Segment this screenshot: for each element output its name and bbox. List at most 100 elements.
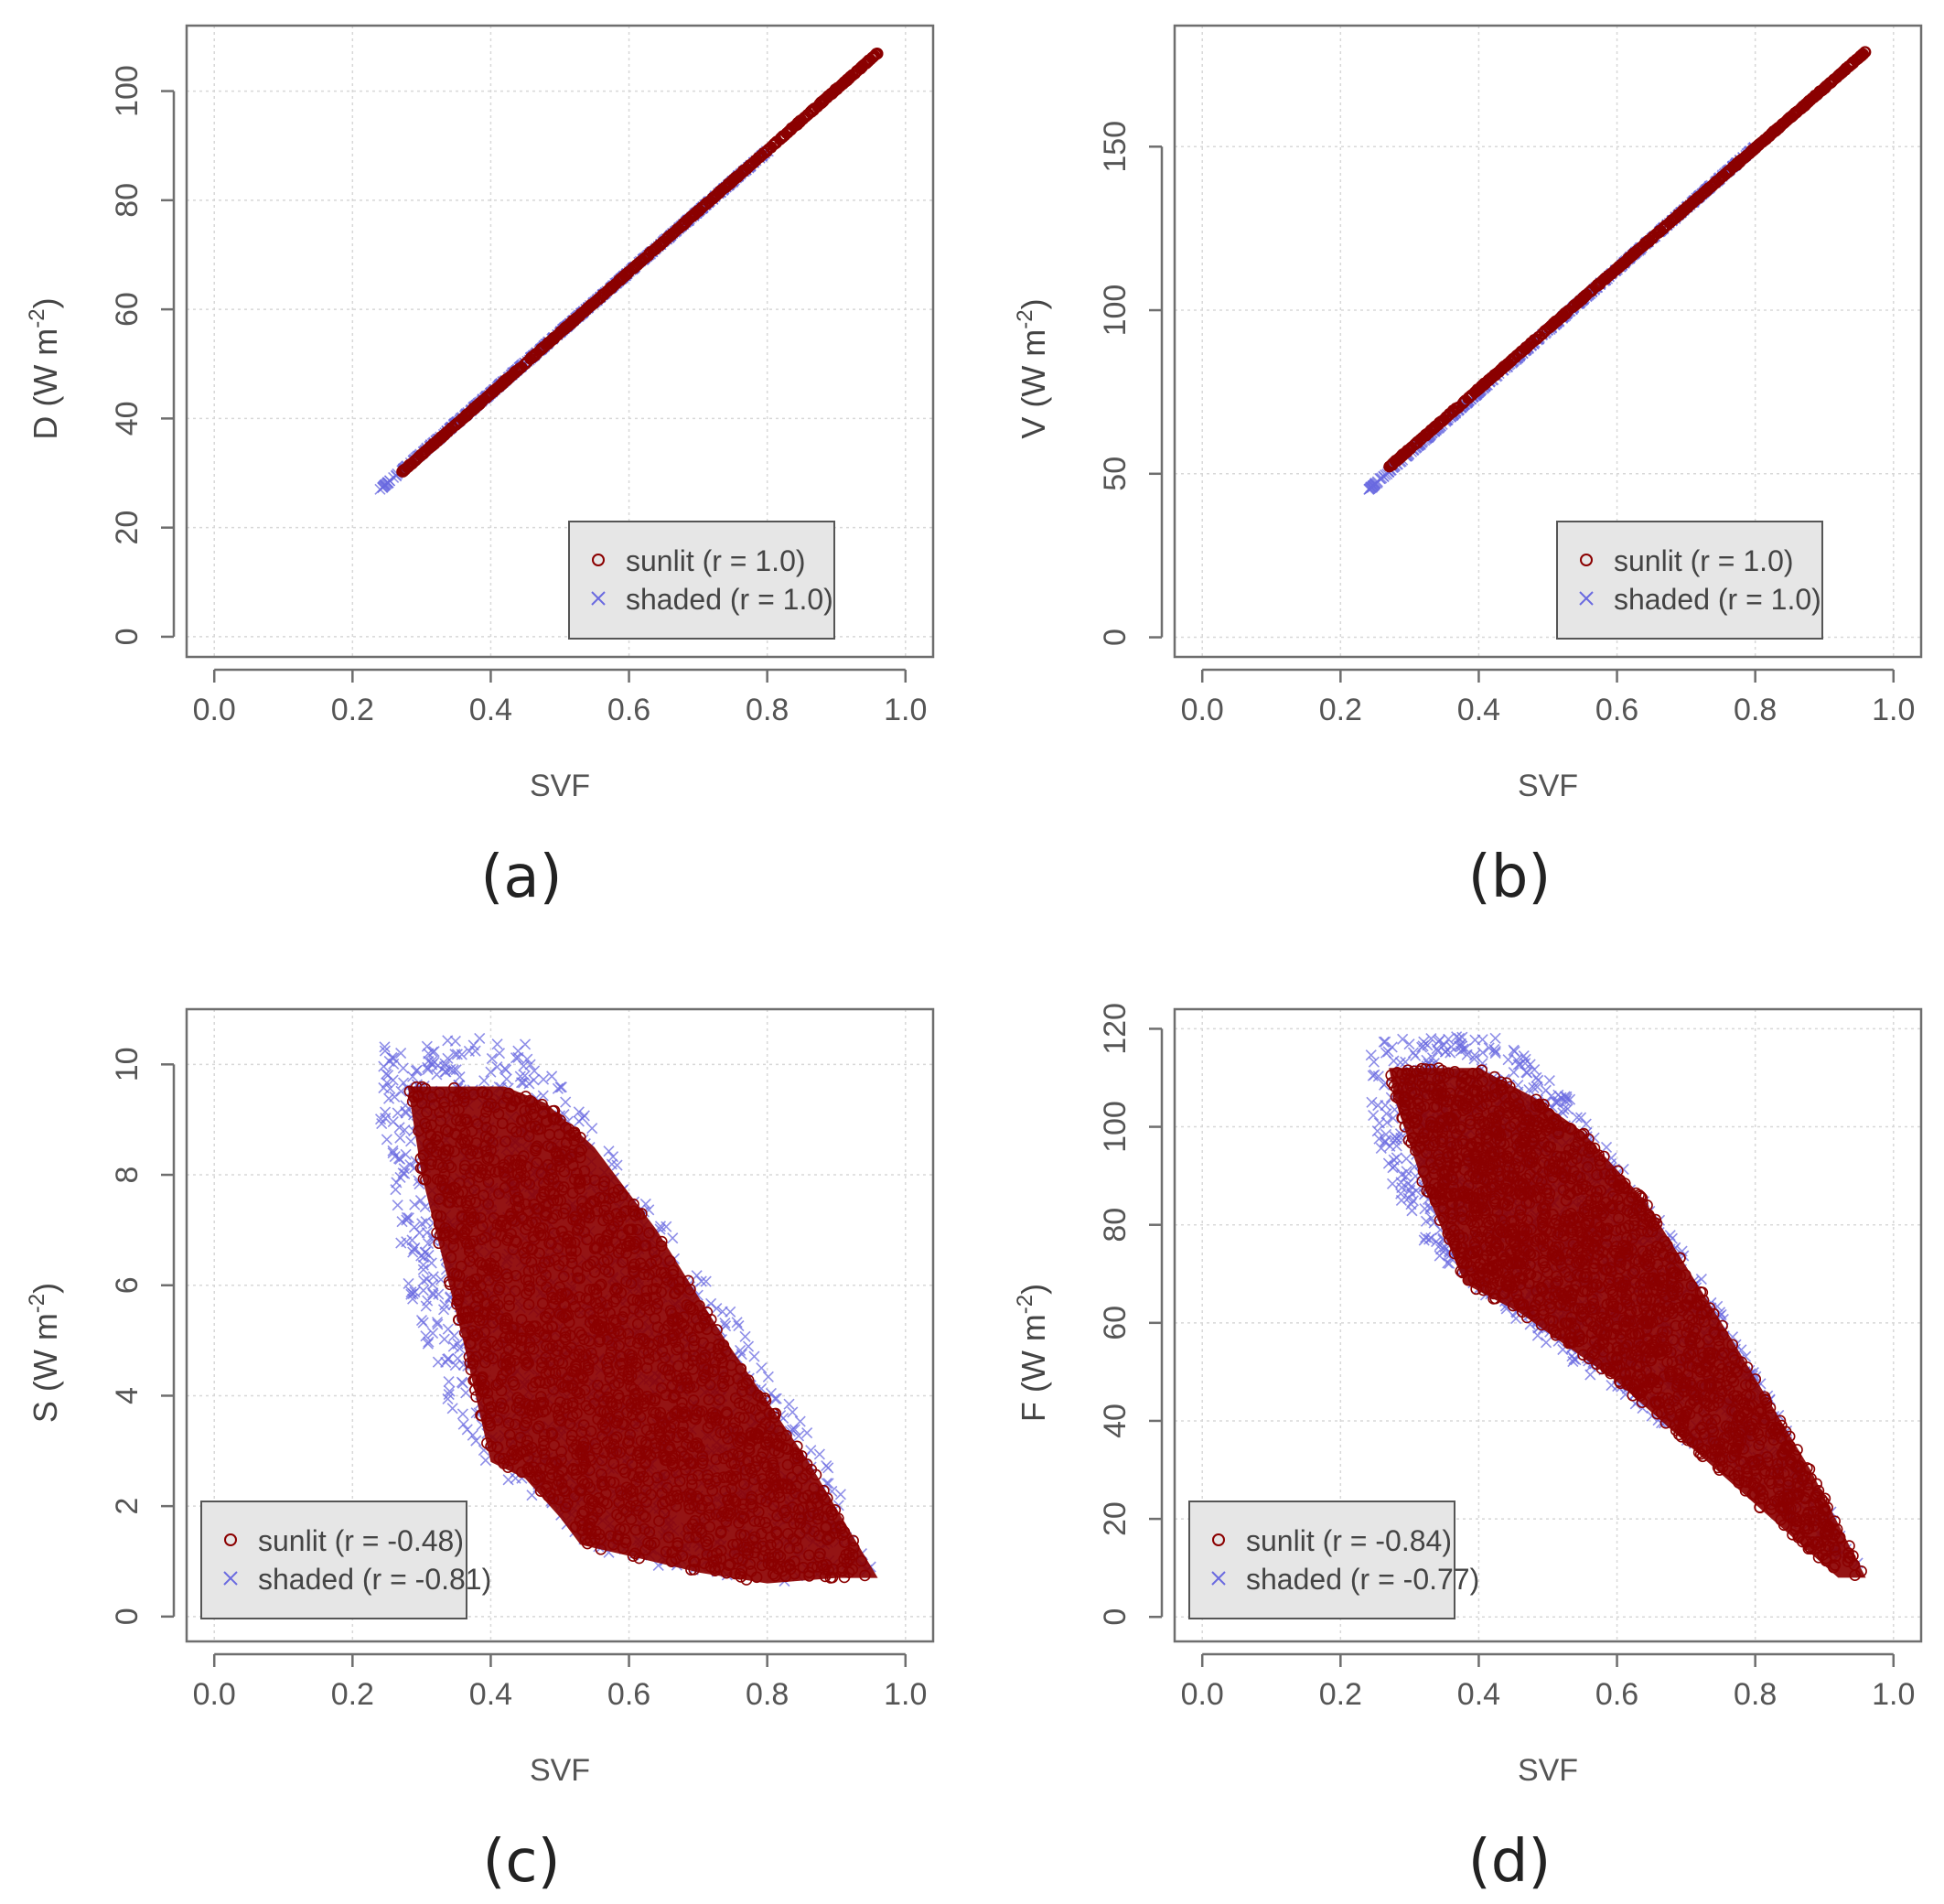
shaded-point <box>461 1424 473 1436</box>
shaded-point <box>418 1275 430 1286</box>
x-tick-label: 0.4 <box>469 693 512 727</box>
x-axis-label: SVF <box>530 769 590 803</box>
y-tick-label: 60 <box>110 292 145 327</box>
shaded-point <box>414 1227 425 1239</box>
legend-sunlit-label: sunlit (r = 1.0) <box>626 544 806 577</box>
x-tick-label: 0.6 <box>607 693 650 727</box>
legend-box <box>1556 521 1823 640</box>
x-tick-label: 0.0 <box>193 693 236 727</box>
shaded-point <box>546 1070 558 1082</box>
shaded-point <box>537 1073 550 1085</box>
shaded-point <box>478 1075 490 1087</box>
x-axis-label: SVF <box>1518 769 1578 803</box>
y-tick-label: 50 <box>1098 457 1133 491</box>
shaded-point <box>449 1035 461 1047</box>
y-tick-label: 0 <box>1098 629 1133 646</box>
y-axis-label-end: ) <box>27 297 64 308</box>
shaded-point <box>756 1362 768 1374</box>
x-axis: 0.0 0.2 0.4 0.6 0.8 1.0 SVF <box>1181 668 1915 803</box>
shaded-point <box>762 1371 774 1382</box>
shaded-point <box>431 1069 443 1081</box>
shaded-point <box>733 1319 745 1332</box>
legend: sunlit (r = 1.0) shaded (r = 1.0) <box>1556 521 1823 640</box>
x-tick-label: 0.0 <box>1181 693 1224 727</box>
shaded-point <box>491 1038 503 1050</box>
shaded-point <box>493 1048 506 1060</box>
y-axis-label-end: ) <box>1015 298 1052 309</box>
shaded-point <box>378 1081 390 1094</box>
legend-shaded-label: shaded (r = 1.0) <box>1614 583 1821 616</box>
legend-box <box>568 521 835 640</box>
y-axis-label-sup: -2 <box>25 308 49 328</box>
y-tick-label: 40 <box>110 401 145 436</box>
shaded-point <box>813 1448 825 1460</box>
shaded-point <box>470 1435 482 1447</box>
shaded-point <box>443 1375 455 1388</box>
y-axis-label-main: V (W m <box>1015 329 1052 439</box>
shaded-point <box>769 1393 781 1404</box>
y-tick-label: 0 <box>110 628 145 645</box>
shaded-point <box>456 1408 468 1420</box>
shaded-point <box>801 1426 813 1439</box>
shaded-point <box>419 1200 431 1213</box>
y-tick-label: 20 <box>110 511 145 545</box>
x-tick-label: 0.2 <box>1319 693 1362 727</box>
panel-label: (b) <box>1468 844 1552 911</box>
shaded-point <box>417 1285 429 1296</box>
x-tick-label: 1.0 <box>884 693 927 727</box>
shaded-point <box>381 1134 392 1146</box>
shaded-point <box>442 1323 454 1335</box>
shaded-point <box>425 1257 437 1269</box>
y-axis-label: D (W m-2) <box>25 297 64 439</box>
shaded-point <box>739 1330 751 1342</box>
shaded-point <box>667 1232 679 1244</box>
x-tick-label: 0.4 <box>1457 693 1500 727</box>
y-tick-label: 100 <box>110 65 145 117</box>
shaded-point <box>834 1489 846 1501</box>
legend: sunlit (r = 1.0) shaded (r = 1.0) <box>568 521 835 640</box>
shaded-point <box>479 1455 491 1467</box>
shaded-point <box>438 1333 450 1345</box>
shaded-point <box>387 1147 399 1159</box>
data-points <box>1363 46 1872 496</box>
x-tick-label: 0.2 <box>331 693 374 727</box>
shaded-point <box>529 1065 541 1077</box>
panel-label: (a) <box>480 844 562 911</box>
shaded-point <box>414 1195 426 1207</box>
gridlines <box>187 26 933 657</box>
shaded-point <box>460 1387 472 1399</box>
shaded-point <box>560 1096 572 1108</box>
shaded-point <box>456 1377 469 1389</box>
shaded-point <box>400 1107 412 1119</box>
shaded-point <box>500 1073 512 1085</box>
x-tick-label: 0.6 <box>1595 693 1638 727</box>
shaded-point <box>446 1403 458 1415</box>
legend-shaded-label: shaded (r = 1.0) <box>626 583 833 616</box>
shaded-point <box>411 1064 424 1076</box>
shaded-point <box>392 1199 403 1211</box>
shaded-point <box>440 1356 452 1369</box>
shaded-point <box>431 1317 444 1328</box>
shaded-point <box>748 1350 760 1362</box>
y-axis-label: V (W m-2) <box>1013 298 1052 438</box>
shaded-point <box>603 1146 615 1157</box>
y-axis-label-sup: -2 <box>1013 309 1037 328</box>
shaded-point <box>383 1055 395 1067</box>
y-tick-label: 150 <box>1098 121 1133 173</box>
data-points <box>374 48 884 495</box>
x-tick-label: 1.0 <box>1872 693 1915 727</box>
shaded-point <box>555 1081 567 1093</box>
shaded-point <box>512 1045 524 1057</box>
shaded-point <box>397 1062 409 1074</box>
shaded-point <box>378 480 390 492</box>
shaded-point <box>457 1418 469 1430</box>
legend-sunlit-label: sunlit (r = 1.0) <box>1614 544 1794 577</box>
x-tick-label: 0.8 <box>1734 693 1777 727</box>
